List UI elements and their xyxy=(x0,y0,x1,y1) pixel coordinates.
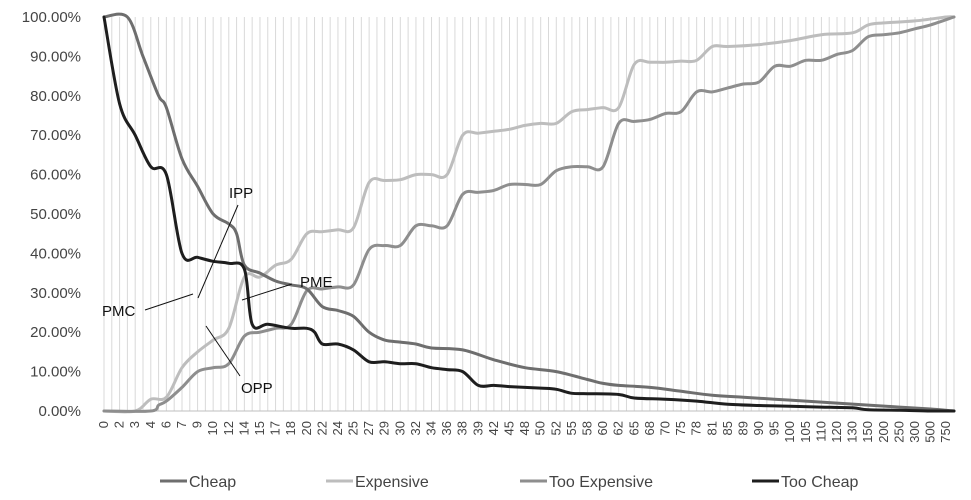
legend-label-expensive: Expensive xyxy=(355,474,429,491)
x-tick-label: 38 xyxy=(455,421,470,435)
x-tick-label: 50 xyxy=(533,421,548,435)
x-tick-label: 750 xyxy=(938,421,953,443)
y-tick-label: 0.00% xyxy=(38,403,81,420)
x-tick-label: 4 xyxy=(143,421,158,428)
y-tick-label: 80.00% xyxy=(30,88,81,105)
x-tick-label: 78 xyxy=(689,421,704,435)
x-tick-label: 42 xyxy=(486,421,501,435)
x-tick-label: 52 xyxy=(548,421,563,435)
grid-lines xyxy=(103,17,955,411)
x-tick-label: 24 xyxy=(330,421,345,435)
x-tick-label: 0 xyxy=(96,421,111,428)
x-tick-label: 70 xyxy=(657,421,672,435)
x-tick-label: 15 xyxy=(252,421,267,435)
legend-label-cheap: Cheap xyxy=(189,474,236,491)
opp-leader xyxy=(205,325,241,377)
y-tick-label: 10.00% xyxy=(30,364,81,381)
x-tick-labels: 0 2 3 4 6 7 9 10 12 14 15 17 18 20 22 24 25 27 29 30 32 34 36 3… xyxy=(96,421,953,443)
x-tick-label: 29 xyxy=(377,421,392,435)
x-tick-label: 100 xyxy=(782,421,797,443)
x-tick-label: 81 xyxy=(704,421,719,435)
y-tick-label: 100.00% xyxy=(22,9,81,26)
x-tick-label: 10 xyxy=(205,421,220,435)
legend-item-too-cheap: Too Cheap xyxy=(752,474,858,491)
x-tick-label: 120 xyxy=(829,421,844,443)
x-tick-label: 3 xyxy=(127,421,142,428)
x-tick-label: 55 xyxy=(564,421,579,435)
pme-leader xyxy=(241,283,293,301)
x-tick-label: 130 xyxy=(845,421,860,443)
legend-label-too-cheap: Too Cheap xyxy=(781,474,858,491)
x-tick-label: 110 xyxy=(813,421,828,442)
y-tick-label: 20.00% xyxy=(30,324,81,341)
x-tick-label: 6 xyxy=(158,421,173,428)
x-tick-label: 60 xyxy=(595,421,610,435)
x-tick-label: 9 xyxy=(190,421,205,428)
x-tick-label: 27 xyxy=(361,421,376,435)
ipp-leader xyxy=(197,204,239,299)
pmc-leader xyxy=(144,293,194,311)
pme-label: PME xyxy=(300,274,333,291)
y-tick-label: 90.00% xyxy=(30,48,81,65)
x-tick-label: 12 xyxy=(221,421,236,435)
series-line-too-expensive xyxy=(102,15,956,413)
y-tick-label: 30.00% xyxy=(30,285,81,302)
ipp-label: IPP xyxy=(229,185,253,202)
x-tick-label: 25 xyxy=(346,421,361,435)
x-tick-label: 105 xyxy=(798,421,813,443)
x-tick-label: 200 xyxy=(876,421,891,443)
x-tick-label: 150 xyxy=(860,421,875,443)
x-tick-label: 18 xyxy=(283,421,298,435)
series-line-cheap xyxy=(102,12,956,413)
x-tick-label: 250 xyxy=(891,421,906,443)
y-tick-label: 60.00% xyxy=(30,167,81,184)
x-tick-label: 36 xyxy=(439,421,454,435)
x-tick-label: 34 xyxy=(424,421,439,435)
x-tick-label: 300 xyxy=(907,421,922,443)
legend-item-too-expensive: Too Expensive xyxy=(520,474,653,491)
x-tick-label: 30 xyxy=(392,421,407,435)
y-tick-label: 50.00% xyxy=(30,206,81,223)
x-tick-label: 48 xyxy=(517,421,532,435)
legend-item-cheap: Cheap xyxy=(160,474,236,491)
x-tick-label: 22 xyxy=(314,421,329,435)
y-tick-labels: 0.00% 10.00% 20.00% 30.00% 40.00% 50.00% 60.00… xyxy=(22,9,81,420)
x-tick-label: 45 xyxy=(502,421,517,435)
x-tick-label: 14 xyxy=(236,421,251,435)
x-tick-label: 95 xyxy=(767,421,782,435)
opp-label: OPP xyxy=(241,380,273,397)
x-tick-label: 75 xyxy=(673,421,688,435)
x-tick-label: 500 xyxy=(923,421,938,443)
x-tick-label: 65 xyxy=(626,421,641,435)
legend: Cheap Expensive Too Expensive Too Cheap xyxy=(160,474,858,491)
x-tick-label: 68 xyxy=(642,421,657,435)
y-tick-label: 70.00% xyxy=(30,127,81,144)
annotations: IPP PME PMC OPP xyxy=(102,185,333,397)
y-tick-label: 40.00% xyxy=(30,245,81,262)
series-line-expensive xyxy=(102,15,956,414)
x-tick-label: 20 xyxy=(299,421,314,435)
legend-item-expensive: Expensive xyxy=(326,474,429,491)
x-tick-label: 32 xyxy=(408,421,423,435)
x-tick-label: 85 xyxy=(720,421,735,435)
pmc-label: PMC xyxy=(102,303,136,320)
legend-label-too-expensive: Too Expensive xyxy=(549,474,653,491)
x-tick-label: 7 xyxy=(174,421,189,428)
x-tick-label: 39 xyxy=(470,421,485,435)
series-line-too-cheap xyxy=(102,15,956,413)
series-lines xyxy=(102,12,956,414)
x-tick-label: 89 xyxy=(735,421,750,435)
x-tick-label: 2 xyxy=(112,421,127,428)
x-tick-label: 58 xyxy=(579,421,594,435)
x-tick-label: 62 xyxy=(611,421,626,435)
x-tick-label: 17 xyxy=(268,421,283,435)
x-tick-label: 90 xyxy=(751,421,766,435)
